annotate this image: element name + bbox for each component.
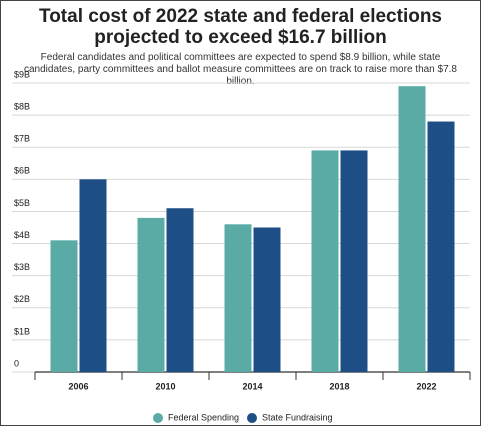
y-tick-label: $1B <box>14 326 30 336</box>
y-tick-label: $4B <box>14 230 30 240</box>
bar <box>50 240 78 372</box>
x-tick-label: 2022 <box>416 381 436 391</box>
bar <box>224 224 252 372</box>
bar <box>79 179 107 372</box>
y-tick-label: $6B <box>14 166 30 176</box>
y-tick-label: $7B <box>14 134 30 144</box>
y-tick-label: $5B <box>14 198 30 208</box>
bar <box>311 150 339 372</box>
legend-marker <box>247 413 257 423</box>
bar <box>166 208 194 372</box>
y-tick-label: $8B <box>14 101 30 111</box>
legend-marker <box>153 413 163 423</box>
y-tick-label: $9B <box>14 69 30 79</box>
x-tick-label: 2006 <box>68 381 88 391</box>
x-tick-label: 2018 <box>329 381 349 391</box>
x-tick-label: 2014 <box>242 381 262 391</box>
bar <box>427 121 455 373</box>
bar <box>340 150 368 372</box>
y-tick-label: 0 <box>14 358 19 368</box>
chart-title: Total cost of 2022 state and federal ele… <box>39 6 442 48</box>
legend-label: Federal Spending <box>168 412 239 422</box>
legend-label: State Fundraising <box>262 412 333 422</box>
chart-subtitle: Federal candidates and political committ… <box>24 52 457 87</box>
bar <box>253 227 281 372</box>
bar <box>398 86 426 372</box>
y-tick-label: $3B <box>14 262 30 272</box>
y-tick-label: $2B <box>14 294 30 304</box>
x-tick-label: 2010 <box>155 381 175 391</box>
bar <box>137 217 165 372</box>
